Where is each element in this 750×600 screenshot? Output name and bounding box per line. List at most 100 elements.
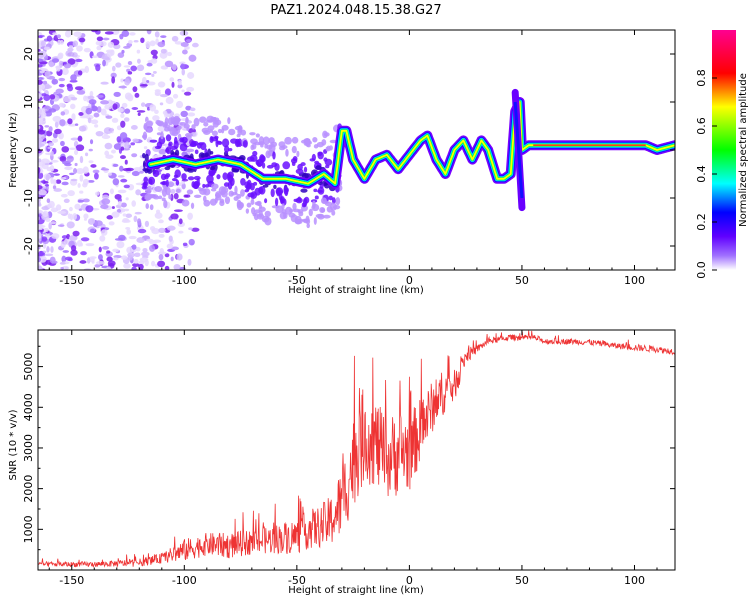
noise-blob	[136, 237, 145, 244]
noise-blob	[90, 119, 99, 125]
noise-blob	[38, 158, 42, 163]
noise-blob	[64, 30, 72, 38]
noise-blob	[279, 145, 286, 151]
noise-blob	[158, 148, 167, 155]
noise-blob	[160, 35, 167, 39]
noise-blob	[141, 251, 150, 257]
noise-blob	[120, 120, 126, 128]
noise-blob	[49, 94, 56, 100]
noise-blob	[70, 74, 77, 82]
noise-blob	[102, 37, 110, 41]
noise-blob	[123, 208, 130, 212]
noise-blob	[222, 172, 228, 181]
noise-blob	[118, 85, 127, 89]
noise-blob	[142, 167, 148, 172]
noise-blob	[146, 128, 153, 133]
noise-blob	[185, 148, 195, 153]
noise-blob	[322, 130, 328, 139]
noise-blob	[168, 141, 173, 147]
noise-blob	[205, 119, 214, 123]
noise-blob	[119, 132, 128, 140]
noise-blob	[111, 76, 116, 84]
noise-blob	[82, 198, 90, 203]
noise-blob	[212, 120, 219, 128]
noise-blob	[125, 227, 131, 230]
noise-blob	[187, 258, 192, 266]
noise-blob	[48, 126, 53, 132]
noise-blob	[50, 176, 54, 185]
noise-blob	[285, 206, 293, 215]
colorbar-tick-label: 0.6	[695, 117, 708, 135]
noise-blob	[274, 197, 279, 207]
noise-blob	[91, 106, 98, 112]
noise-blob	[291, 145, 297, 154]
noise-blob	[136, 64, 145, 72]
noise-blob	[50, 159, 59, 163]
noise-blob	[74, 123, 79, 126]
noise-blob	[44, 125, 50, 128]
noise-blob	[181, 68, 186, 76]
noise-blob	[207, 125, 215, 131]
colorbar-ticks: 0.0 0.2 0.4 0.6 0.8	[695, 69, 717, 279]
noise-blob	[75, 58, 83, 63]
noise-blob	[79, 190, 84, 194]
colorbar-tick-label: 0.4	[695, 165, 708, 183]
y-tick-label: -10	[22, 189, 35, 207]
noise-blob	[44, 183, 50, 187]
noise-blob	[279, 196, 284, 205]
noise-blob	[127, 252, 135, 258]
noise-blob	[50, 246, 54, 253]
noise-blob	[38, 209, 44, 214]
x-tick-label: 0	[406, 574, 413, 587]
noise-blob	[223, 182, 230, 187]
noise-blob	[130, 142, 136, 146]
noise-blob	[253, 181, 258, 186]
noise-blob	[227, 181, 233, 190]
noise-blob	[38, 133, 46, 141]
noise-blob	[144, 72, 152, 76]
noise-blob	[170, 213, 179, 220]
noise-blob	[168, 235, 173, 242]
noise-blob	[52, 115, 62, 122]
noise-blob	[213, 135, 219, 140]
noise-blob	[38, 138, 44, 142]
noise-blob	[75, 167, 85, 174]
noise-blob	[249, 132, 256, 136]
noise-blob	[296, 150, 300, 158]
noise-blob	[179, 143, 188, 152]
noise-blob	[44, 105, 50, 110]
noise-blob	[58, 102, 65, 108]
noise-blob	[40, 111, 47, 119]
noise-blob	[38, 198, 41, 203]
noise-blob	[314, 195, 319, 200]
noise-blob	[152, 239, 162, 243]
noise-blob	[95, 130, 104, 137]
noise-blob	[154, 185, 163, 192]
noise-blob	[177, 84, 183, 89]
noise-blob	[180, 63, 185, 70]
noise-blob	[174, 41, 183, 45]
noise-blob	[133, 167, 142, 172]
noise-blob	[143, 181, 149, 185]
noise-blob	[51, 138, 59, 143]
x-tick-label: 100	[624, 574, 645, 587]
noise-blob	[166, 51, 173, 57]
noise-blob	[198, 186, 202, 192]
noise-blob	[187, 176, 195, 181]
noise-blob	[250, 144, 255, 151]
noise-blob	[126, 246, 134, 254]
noise-blob	[65, 50, 73, 57]
noise-blob	[173, 192, 179, 200]
noise-blob	[250, 207, 256, 215]
figure-title: PAZ1.2024.048.15.38.G27	[270, 3, 441, 18]
noise-blob	[88, 148, 93, 152]
snr-xlabel: Height of straight line (km)	[288, 585, 424, 596]
noise-blob	[316, 141, 325, 148]
noise-blob	[57, 39, 62, 45]
noise-blob	[103, 127, 113, 135]
noise-blob	[70, 137, 79, 141]
noise-blob	[133, 259, 139, 264]
noise-blob	[87, 218, 95, 225]
noise-blob	[325, 146, 329, 152]
noise-blob	[158, 253, 164, 261]
